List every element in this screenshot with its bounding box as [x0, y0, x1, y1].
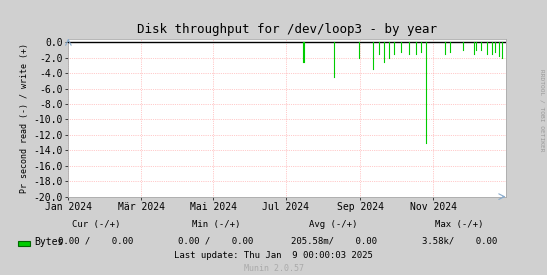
- Text: Min (-/+): Min (-/+): [192, 220, 240, 229]
- Text: Max (-/+): Max (-/+): [435, 220, 484, 229]
- Text: Munin 2.0.57: Munin 2.0.57: [243, 264, 304, 273]
- Text: Cur (-/+): Cur (-/+): [72, 220, 120, 229]
- Text: RRDTOOL / TOBI OETIKER: RRDTOOL / TOBI OETIKER: [539, 69, 544, 151]
- Title: Disk throughput for /dev/loop3 - by year: Disk throughput for /dev/loop3 - by year: [137, 23, 437, 36]
- Text: 0.00 /    0.00: 0.00 / 0.00: [178, 236, 254, 245]
- Text: 205.58m/    0.00: 205.58m/ 0.00: [290, 236, 377, 245]
- Text: Bytes: Bytes: [34, 237, 63, 247]
- Text: Avg (-/+): Avg (-/+): [310, 220, 358, 229]
- Y-axis label: Pr second read (-) / write (+): Pr second read (-) / write (+): [20, 43, 30, 192]
- Text: 3.58k/    0.00: 3.58k/ 0.00: [422, 236, 497, 245]
- Text: Last update: Thu Jan  9 00:00:03 2025: Last update: Thu Jan 9 00:00:03 2025: [174, 251, 373, 260]
- Text: 0.00 /    0.00: 0.00 / 0.00: [58, 236, 133, 245]
